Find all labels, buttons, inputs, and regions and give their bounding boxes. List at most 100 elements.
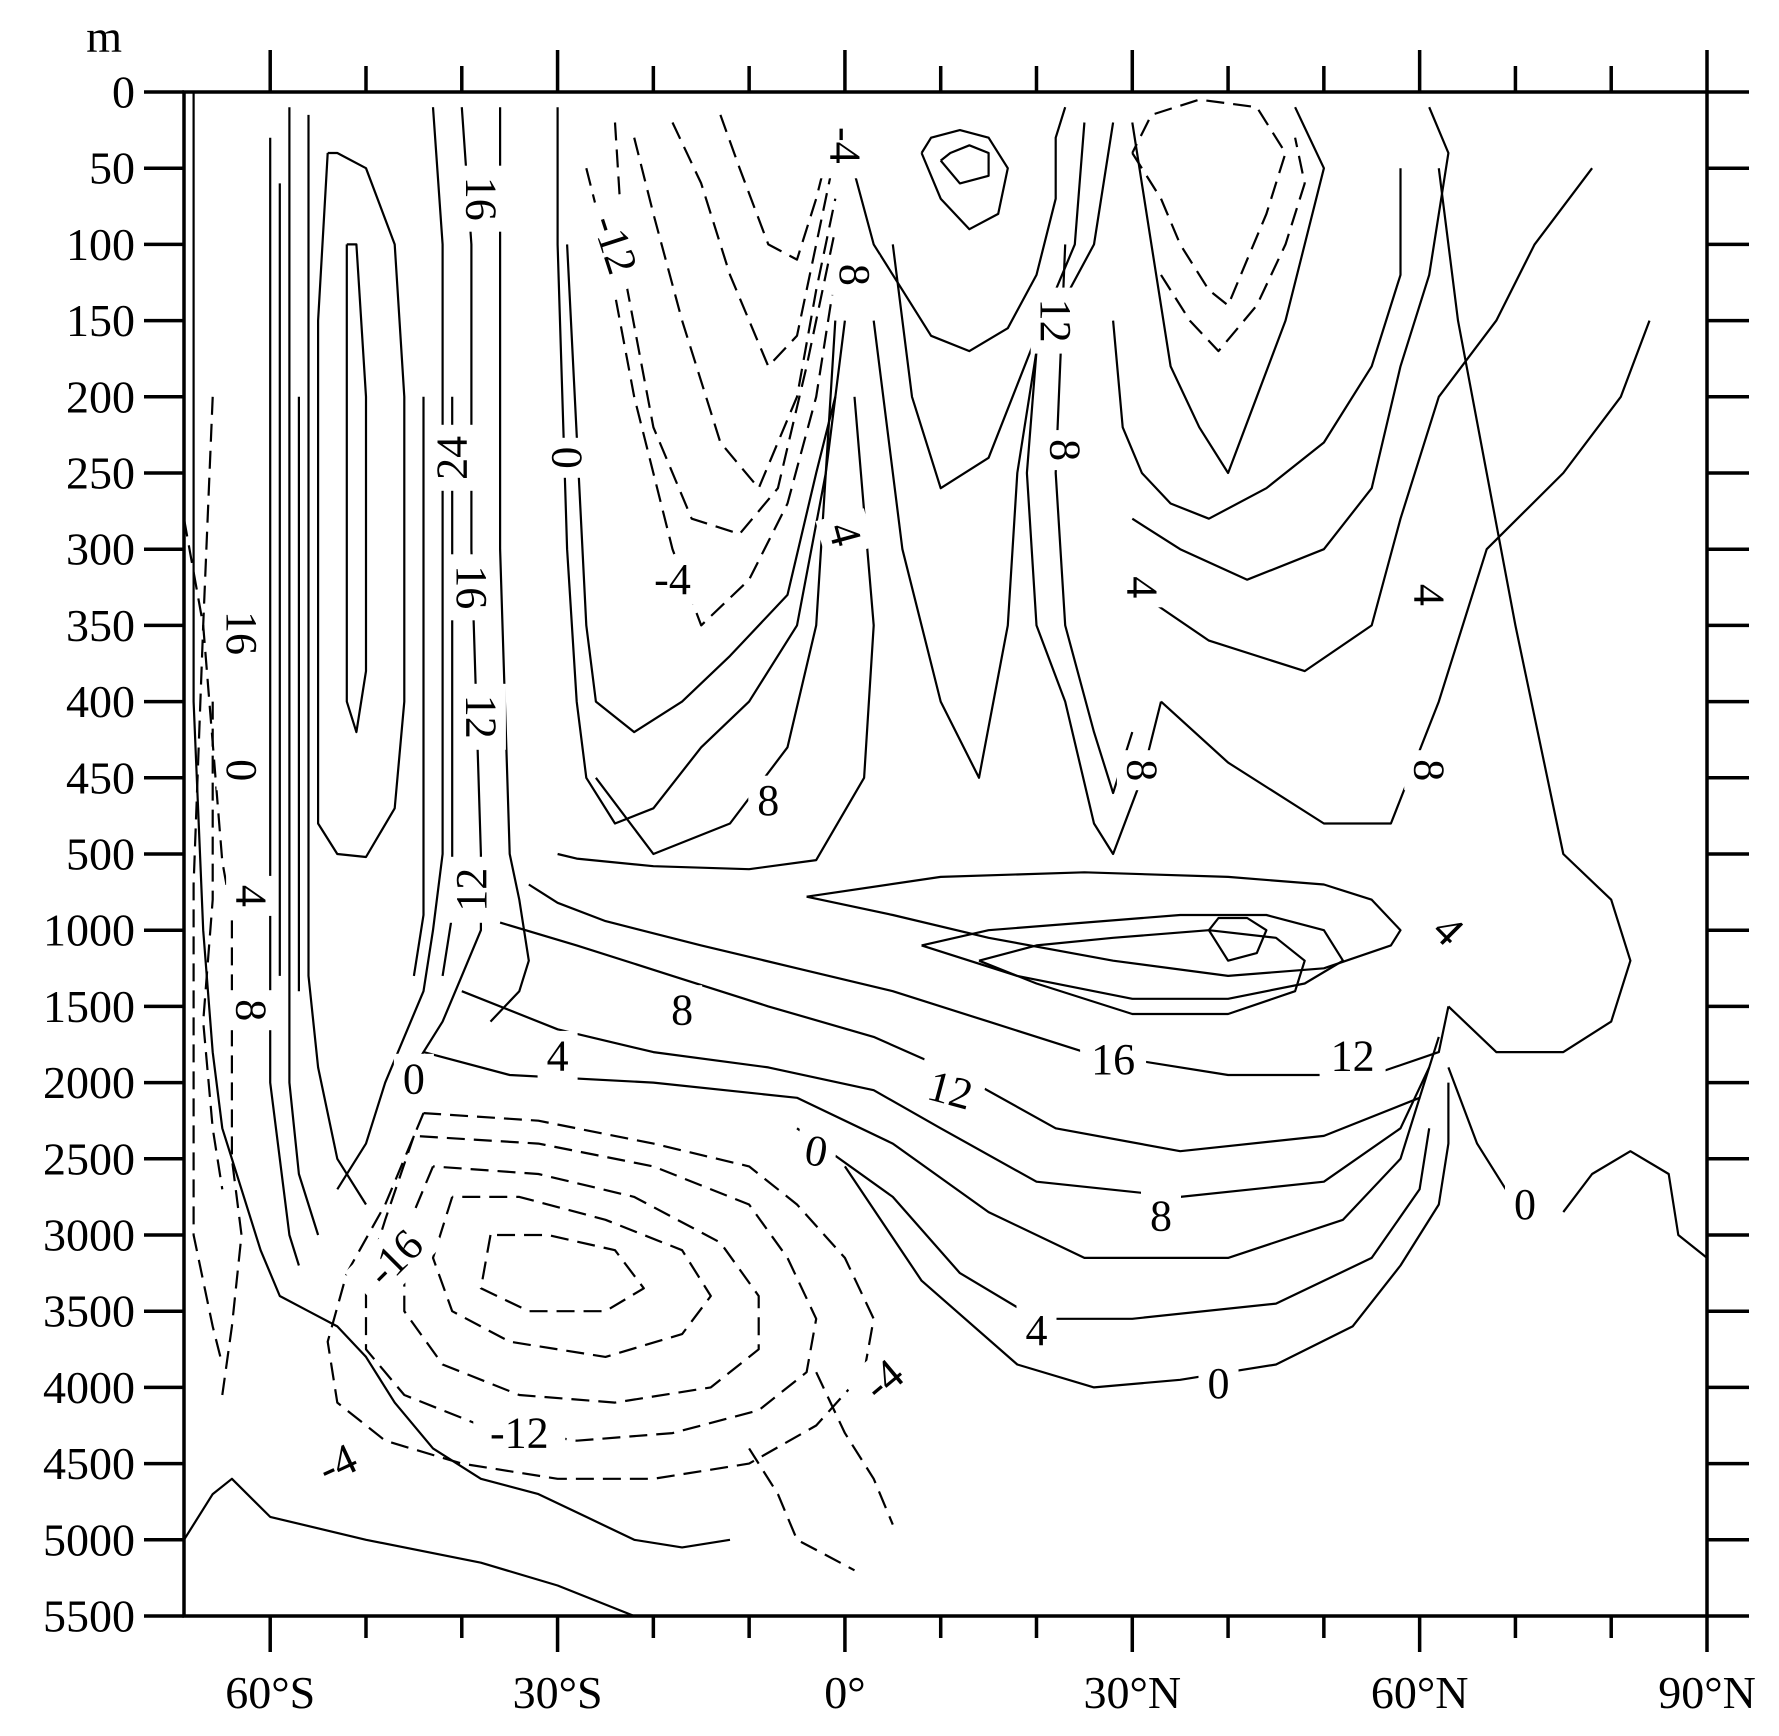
y-tick-label-6: 250 [66,448,135,499]
contour-line-33 [921,913,1345,1000]
contour-line-50 [719,114,837,261]
contour-label-21: 12 [447,868,496,912]
contour-label-bg-30 [792,1123,841,1180]
y-tick-label-15: 2500 [43,1133,135,1184]
contour-label-36: 0 [1208,1359,1230,1408]
contour-label-bg-19 [1404,750,1455,791]
contour-line-46 [192,396,224,1365]
contour-line-35 [1207,916,1268,962]
contour-line-48 [633,137,837,490]
contour-label-bg-6 [1040,430,1091,471]
x-tick-label-6: 90°N [1658,1667,1756,1718]
contour-label-8: 0 [543,447,592,469]
contour-label-bg-27 [911,1057,989,1123]
contour-line-36 [1437,168,1632,1054]
contour-line-49 [671,122,837,368]
contour-label-14: 16 [217,611,266,655]
contour-line-24 [872,122,1115,779]
contour-line-59 [748,1447,856,1572]
contour-label-bg-32 [1141,1191,1181,1241]
y-tick-label-3: 100 [66,219,135,270]
contour-label-bg-15 [455,683,506,750]
y-tick-label-17: 3500 [43,1286,135,1337]
contour-line-34 [978,929,1306,1016]
y-tick-label-21: 5500 [43,1591,135,1642]
contour-label-23: 8 [227,999,276,1021]
x-tick-label-2: 30°S [513,1667,603,1718]
contour-label-19: 8 [1405,759,1454,781]
contour-label-bg-29 [1319,1030,1386,1081]
contour-line-47 [585,167,837,627]
contour-label-bg-38 [296,1426,378,1501]
contour-label-7: 24 [428,436,477,480]
contour-line-56 [403,1165,760,1404]
contour-label-15: 12 [456,695,505,739]
x-tick-label-3: 0° [824,1667,865,1718]
contour-label-3: -4 [820,127,869,164]
contour-label-bg-7 [427,424,478,491]
y-tick-label-4: 150 [66,295,135,346]
contour-line-28 [1112,168,1402,520]
contour-label-20: 4 [227,885,276,907]
contour-label-31: 0 [1514,1180,1536,1229]
contour-line-6 [345,243,368,734]
contour-line-19 [843,1082,1450,1389]
contour-label-bg-35 [841,1339,925,1421]
contour-line-57 [431,1195,712,1358]
contour-line-27 [1131,106,1325,475]
axis-ticks [144,50,1749,1652]
contour-line-55 [364,1134,818,1442]
contour-label-5: 12 [1031,299,1080,343]
contour-line-53 [1160,137,1306,353]
contour-line-51 [613,122,837,536]
contour-line-2 [269,137,300,1266]
contour-line-42 [412,396,425,977]
y-tick-labels: 0 50 100 150 200 250 300 350 400 450 500 1000 1500 20… [43,67,135,1642]
contour-line-32 [806,871,1402,977]
contour-label-bg-28 [1080,1034,1147,1085]
contour-line-30 [1141,167,1593,673]
contour-line-37 [1447,1067,1507,1190]
contour-line-7 [336,107,444,1190]
contour-line-11 [566,244,837,734]
contour-line-58 [479,1233,645,1313]
contour-label-backgrounds [216,112,1545,1501]
contour-line-52 [1131,98,1287,307]
y-tick-label-10: 450 [66,752,135,803]
contour-label-bg-25 [393,1053,434,1104]
contour-line-18 [796,1127,1431,1320]
contour-label-bg-33 [344,1207,445,1309]
contour-label-bg-12 [1404,574,1455,615]
contour-label-4: 8 [830,264,879,286]
y-tick-label-5: 200 [66,371,135,422]
contour-label-32: 8 [1150,1192,1172,1241]
contour-label-bg-24 [662,985,703,1036]
contour-line-21 [920,129,1009,231]
contour-label-bg-36 [1198,1358,1239,1409]
contour-label-6: 8 [1041,439,1090,461]
contour-label-37: -12 [490,1409,549,1458]
contour-label-28: 16 [1091,1035,1135,1084]
contour-line-12 [595,320,846,856]
contour-line-13 [557,396,875,871]
contour-line-10 [556,107,837,825]
contour-line-23 [891,122,1086,490]
x-tick-label-4: 30°N [1083,1667,1181,1718]
contour-label-12: 4 [1405,584,1454,606]
contour-line-17 [423,1051,1421,1259]
y-tick-label-8: 350 [66,600,135,651]
y-tick-label-14: 2000 [43,1057,135,1108]
contour-line-16 [461,990,1431,1198]
contour-label-34: 4 [1026,1306,1048,1355]
x-tick-label-5: 60°N [1371,1667,1469,1718]
depth-unit-label: m [86,11,122,62]
contour-line-54 [326,1112,875,1480]
contour-label-bg-2 [577,192,653,296]
contour-lines [182,92,1708,1618]
contour-label-bg-3 [819,112,870,179]
contour-line-5 [317,151,406,859]
y-tick-label-2: 50 [89,143,135,194]
x-tick-labels: 60°S 30°S 0° 30°N 60°N 90°N [225,1667,1756,1718]
